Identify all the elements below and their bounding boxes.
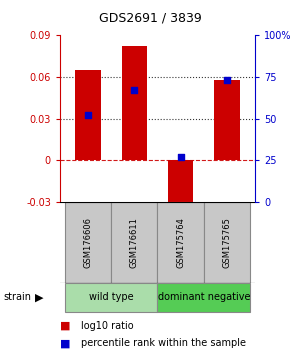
Text: log10 ratio: log10 ratio: [81, 321, 134, 331]
Bar: [64, 283, 158, 312]
Text: GSM176611: GSM176611: [130, 217, 139, 268]
Text: GSM175764: GSM175764: [176, 217, 185, 268]
Bar: [111, 202, 158, 283]
Bar: [64, 202, 111, 283]
Text: GSM176606: GSM176606: [83, 217, 92, 268]
Bar: [168, 160, 194, 206]
Bar: [122, 46, 147, 160]
Point: [225, 78, 230, 83]
Text: GDS2691 / 3839: GDS2691 / 3839: [99, 12, 201, 25]
Text: wild type: wild type: [89, 292, 134, 302]
Point: [132, 87, 137, 93]
Text: percentile rank within the sample: percentile rank within the sample: [81, 338, 246, 348]
Bar: [75, 70, 100, 160]
Text: strain: strain: [3, 292, 31, 302]
Text: GSM175765: GSM175765: [223, 217, 232, 268]
Bar: [158, 202, 204, 283]
Bar: [204, 202, 250, 283]
Point: [178, 154, 183, 160]
Point: [85, 113, 90, 118]
Text: ▶: ▶: [34, 292, 43, 302]
Bar: [158, 283, 250, 312]
Text: ■: ■: [60, 321, 70, 331]
Text: ■: ■: [60, 338, 70, 348]
Text: dominant negative: dominant negative: [158, 292, 250, 302]
Bar: [214, 80, 240, 160]
